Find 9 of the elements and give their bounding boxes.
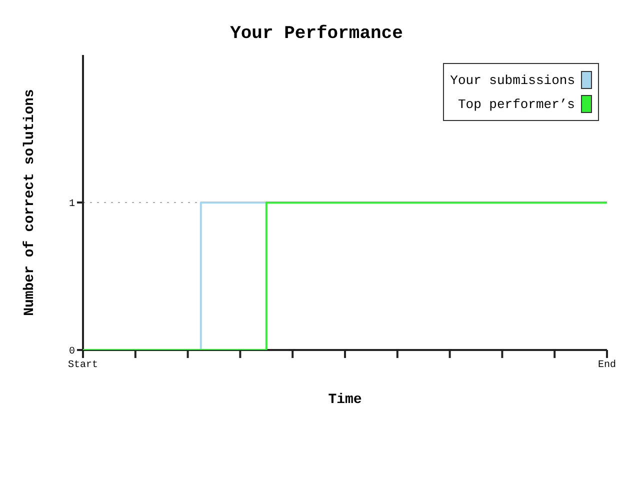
x-tick-label: Start xyxy=(68,360,98,372)
x-axis-title: Time xyxy=(328,392,362,408)
y-tick-label: 0 xyxy=(68,346,75,358)
legend-label: Your submissions xyxy=(450,72,575,88)
legend-label: Top performer’s xyxy=(458,96,575,112)
y-axis-title: Number of correct solutions xyxy=(22,89,38,316)
chart-title: Your Performance xyxy=(229,24,404,44)
y-tick-label: 1 xyxy=(68,199,75,210)
x-tick-label: End xyxy=(598,359,616,372)
